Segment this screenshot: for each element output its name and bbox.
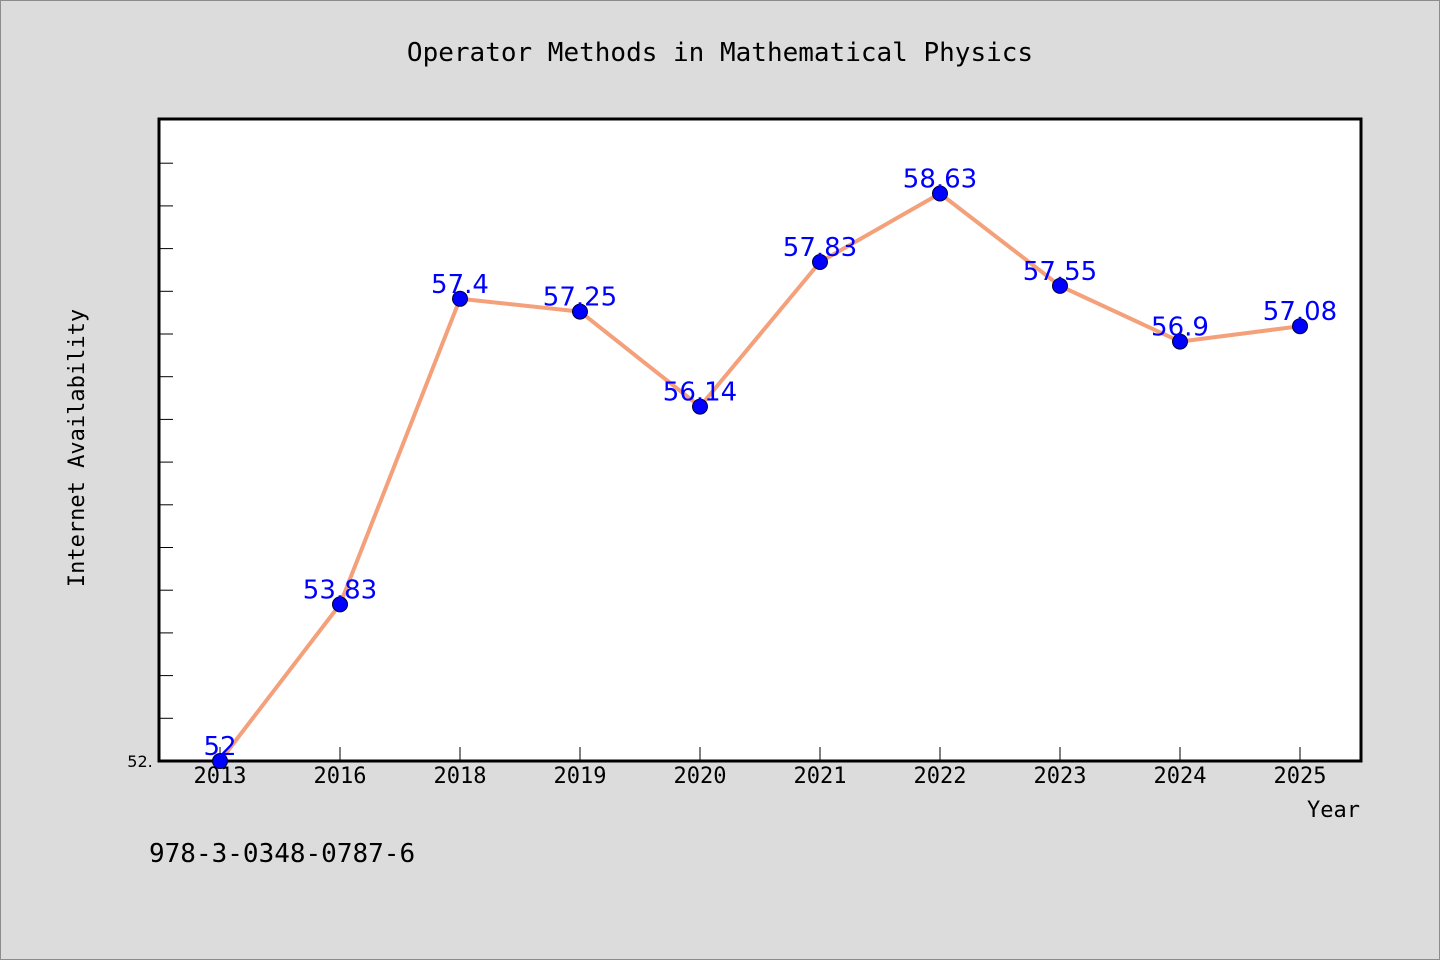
data-labels: 52 53.83 57.4 57.25 56.14 57.83 58.63 57.55 56.9… (203, 165, 1337, 763)
data-label: 57.83 (783, 233, 857, 263)
y-axis-ticks (159, 162, 173, 762)
data-label: 57.25 (543, 283, 617, 313)
x-tick-label: 2019 (554, 764, 607, 789)
x-axis-tick-labels: 2013 2016 2018 2019 2020 2021 2022 2023 2024 2025 (194, 764, 1327, 789)
x-tick-label: 2016 (314, 764, 367, 789)
data-label: 52 (203, 732, 236, 762)
data-point (332, 596, 348, 613)
x-tick-label: 2021 (794, 764, 847, 789)
data-label: 56.9 (1151, 313, 1209, 343)
data-label: 58.63 (903, 165, 977, 195)
data-label: 57.4 (431, 270, 489, 300)
plot-area (157, 117, 1363, 763)
data-label: 57.55 (1023, 257, 1097, 287)
data-point (1292, 318, 1308, 335)
data-point (452, 290, 468, 307)
x-tick-label: 2023 (1034, 764, 1087, 789)
y-axis-label: Internet Availability (65, 309, 90, 587)
data-point (212, 753, 228, 769)
x-tick-label: 2024 (1154, 764, 1207, 789)
series-markers (212, 185, 1308, 769)
data-label: 57.08 (1263, 297, 1337, 327)
data-point (1052, 277, 1068, 294)
x-tick-label: 2018 (434, 764, 487, 789)
y-tick-label: 52. (127, 752, 152, 771)
chart-title: Operator Methods in Mathematical Physics (407, 38, 1033, 68)
data-label: 53.83 (303, 575, 377, 605)
series-line (218, 191, 1301, 763)
x-tick-label: 2022 (914, 764, 967, 789)
data-label: 56.14 (663, 378, 737, 408)
isbn-footer: 978-3-0348-0787-6 (149, 839, 415, 869)
data-point (932, 185, 948, 202)
data-point (812, 254, 828, 270)
data-point (692, 398, 708, 415)
data-point (572, 303, 588, 320)
x-tick-label: 2025 (1274, 764, 1327, 789)
x-tick-label: 2020 (674, 764, 727, 789)
data-point (1172, 333, 1188, 350)
x-axis-label: Year (1307, 798, 1360, 823)
